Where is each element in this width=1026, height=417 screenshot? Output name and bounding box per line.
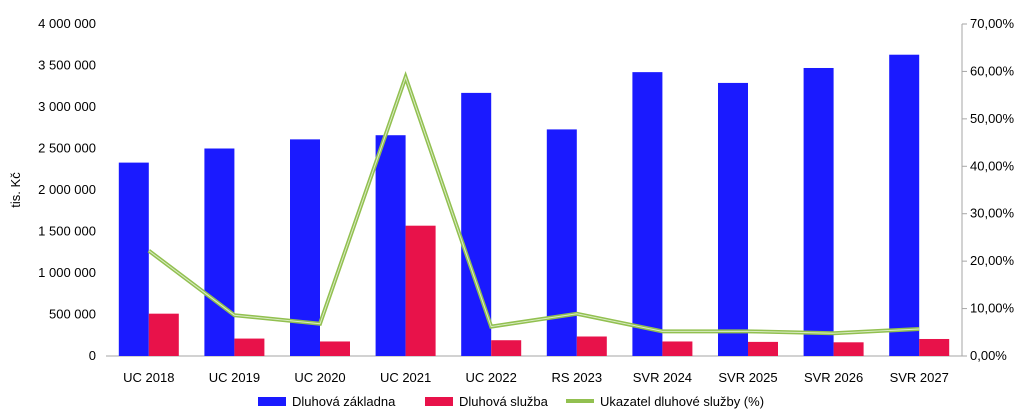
bar-dluhova-sluzba xyxy=(662,341,693,356)
bar-dluhova-sluzba xyxy=(148,313,179,356)
x-tick-label: UC 2019 xyxy=(209,370,260,385)
x-tick-label: SVR 2026 xyxy=(804,370,863,385)
bar-dluhova-sluzba xyxy=(491,340,522,356)
line-series xyxy=(147,70,920,336)
y-tick-label: 1 000 000 xyxy=(38,265,96,280)
x-axis-ticks: UC 2018 UC 2019 UC 2020 UC 2021 UC 2022 RS 20… xyxy=(123,370,949,385)
bar-dluhova-sluzba xyxy=(576,336,607,356)
bar-dluhova-zakladna xyxy=(546,129,577,356)
line-ukazatel-highlight xyxy=(148,75,920,334)
y2-tick-label: 0,00% xyxy=(970,348,1007,363)
y2-tick-label: 40,00% xyxy=(970,158,1015,173)
bar-dluhova-zakladna xyxy=(118,162,149,356)
y-tick-label: 3 500 000 xyxy=(38,58,96,73)
x-tick-label: SVR 2025 xyxy=(718,370,777,385)
bar-dluhova-sluzba xyxy=(234,338,265,356)
y-tick-label: 2 500 000 xyxy=(38,141,96,156)
y-axis-title: tis. Kč xyxy=(8,172,23,208)
x-tick-label: RS 2023 xyxy=(552,370,603,385)
bar-dluhova-zakladna xyxy=(632,72,663,356)
legend-label: Ukazatel dluhové služby (%) xyxy=(600,394,764,409)
bar-dluhova-zakladna xyxy=(375,135,406,356)
legend: Dluhová základna Dluhová služba Ukazatel d… xyxy=(258,394,764,409)
y-axis-ticks: 0 500 000 1 000 000 1 500 000 2 000 000 2 500… xyxy=(38,16,96,363)
x-tick-label: UC 2022 xyxy=(466,370,517,385)
y2-tick-label: 30,00% xyxy=(970,206,1015,221)
bars xyxy=(118,54,950,357)
y2-tick-label: 20,00% xyxy=(970,253,1015,268)
y-tick-label: 500 000 xyxy=(49,307,96,322)
bar-dluhova-sluzba xyxy=(833,342,864,356)
x-tick-label: UC 2020 xyxy=(294,370,345,385)
x-tick-label: UC 2021 xyxy=(380,370,431,385)
y2-tick-label: 60,00% xyxy=(970,63,1015,78)
y2-tick-label: 70,00% xyxy=(970,16,1015,31)
bar-dluhova-sluzba xyxy=(748,341,778,356)
legend-swatch xyxy=(425,397,453,406)
secondary-y-axis-ticks: 0,00% 10,00% 20,00% 30,00% 40,00% 50,00% 60,00… xyxy=(962,16,1015,363)
bar-dluhova-sluzba xyxy=(405,225,436,356)
y-tick-label: 0 xyxy=(89,348,96,363)
bar-dluhova-zakladna xyxy=(803,67,834,357)
x-tick-label: UC 2018 xyxy=(123,370,174,385)
bar-dluhova-zakladna xyxy=(718,82,748,357)
y2-tick-label: 10,00% xyxy=(970,301,1015,316)
bar-dluhova-sluzba xyxy=(320,341,350,356)
bar-dluhova-zakladna xyxy=(204,148,235,356)
y-tick-label: 3 000 000 xyxy=(38,99,96,114)
bar-dluhova-zakladna xyxy=(889,54,920,357)
x-tick-label: SVR 2027 xyxy=(890,370,949,385)
bar-dluhova-sluzba xyxy=(919,338,950,356)
y-tick-label: 4 000 000 xyxy=(38,16,96,31)
x-tick-label: SVR 2024 xyxy=(633,370,692,385)
y-tick-label: 2 000 000 xyxy=(38,182,96,197)
legend-swatch xyxy=(258,397,286,406)
y2-tick-label: 50,00% xyxy=(970,111,1015,126)
y-tick-label: 1 500 000 xyxy=(38,224,96,239)
legend-label: Dluhová základna xyxy=(292,394,396,409)
legend-label: Dluhová služba xyxy=(459,394,549,409)
